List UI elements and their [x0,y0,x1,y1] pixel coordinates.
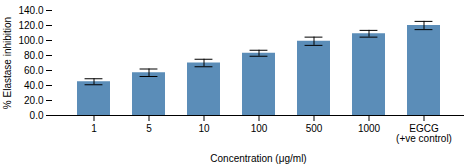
svg-text:100: 100 [251,123,268,134]
svg-text:5: 5 [146,123,152,134]
svg-text:EGCG(+ve control): EGCG(+ve control) [396,123,452,144]
svg-text:80.0: 80.0 [24,50,44,61]
svg-text:120.0: 120.0 [18,20,43,31]
svg-text:500: 500 [306,123,323,134]
svg-text:40.0: 40.0 [24,80,44,91]
svg-text:100.0: 100.0 [18,35,43,46]
svg-text:0.0: 0.0 [30,110,44,121]
svg-text:140.0: 140.0 [18,5,43,16]
svg-text:60.0: 60.0 [24,65,44,76]
svg-text:20.0: 20.0 [24,95,44,106]
svg-text:1000: 1000 [358,123,381,134]
svg-text:1: 1 [91,123,97,134]
svg-text:Concentration (μg/ml): Concentration (μg/ml) [210,153,306,164]
svg-text:% Elastase inhibition: % Elastase inhibition [2,17,13,109]
svg-text:10: 10 [198,123,210,134]
